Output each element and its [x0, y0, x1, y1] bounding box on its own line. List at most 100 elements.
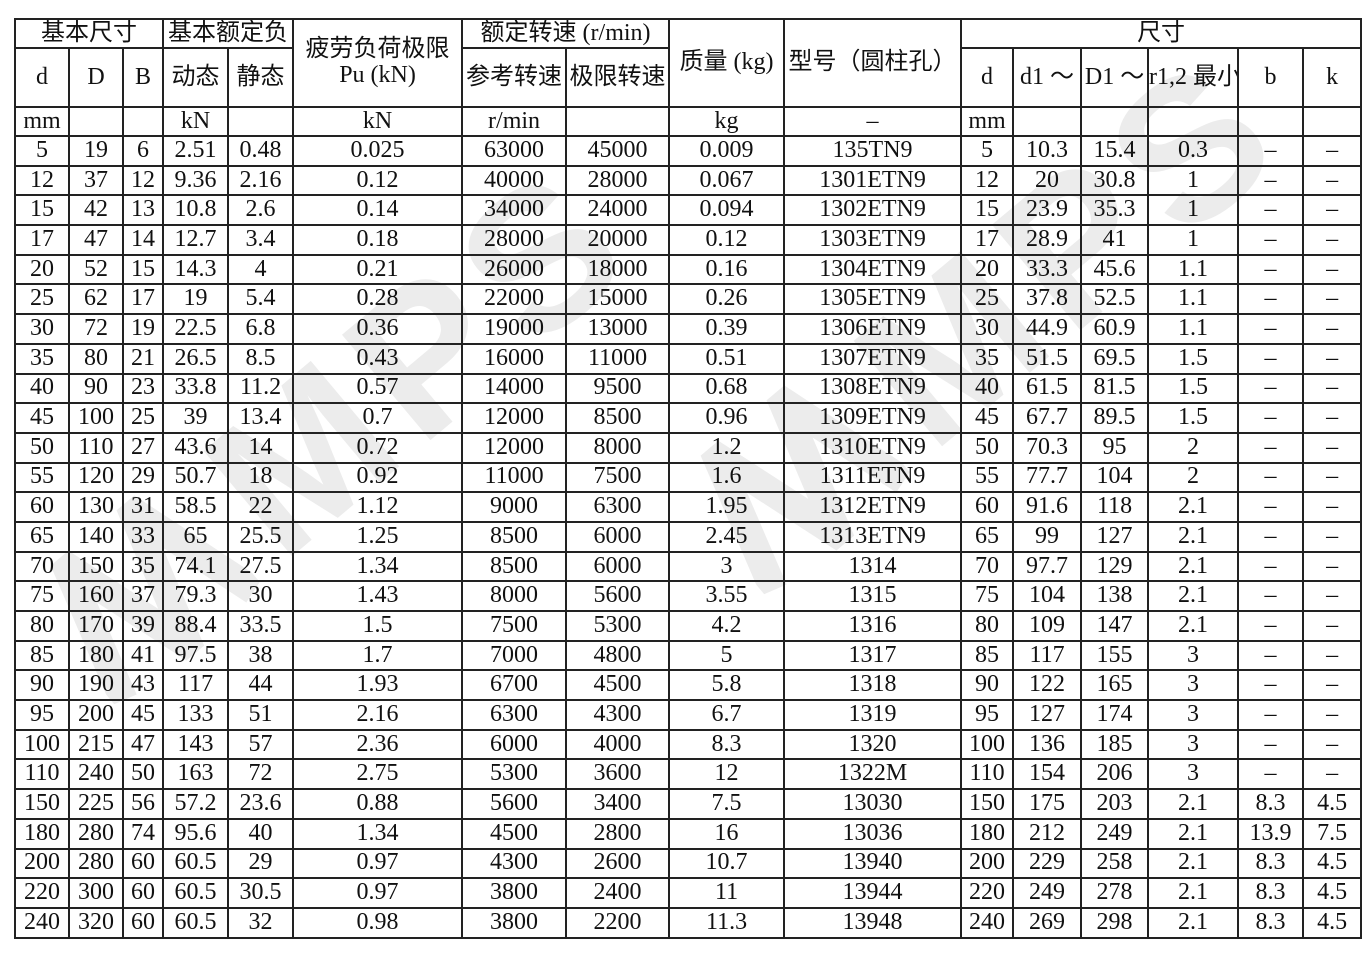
cell-pu: 2.16 — [292, 699, 464, 731]
unit-cell: kN — [162, 106, 230, 137]
cell-r12_min: 2.1 — [1147, 817, 1240, 850]
cell-pu: 1.34 — [292, 817, 464, 850]
cell-d: 90 — [14, 669, 70, 702]
cell-ref_speed: 26000 — [461, 253, 568, 286]
cell-k: – — [1302, 402, 1363, 434]
cell-mass: 0.96 — [668, 402, 786, 434]
cell-pu: 1.25 — [292, 520, 464, 553]
cell-b: 13.9 — [1237, 817, 1305, 850]
cell-D: 300 — [68, 877, 124, 909]
cell-k: – — [1302, 135, 1363, 167]
cell-limit_speed: 4500 — [565, 669, 671, 702]
cell-D: 240 — [68, 758, 124, 791]
cell-D: 100 — [68, 402, 124, 434]
table-row: 110 240 50 163 72 2.75 5300 3600 12 1322M 110 154 20… — [14, 758, 1363, 791]
unit-cell: mm — [960, 106, 1015, 137]
cell-r12_min: 3 — [1147, 669, 1240, 702]
col-header-b: b — [1237, 47, 1305, 108]
unit-cell — [1147, 106, 1240, 137]
cell-d1: 61.5 — [1012, 372, 1083, 405]
cell-limit_speed: 6300 — [565, 491, 671, 523]
cell-static: 3.4 — [227, 224, 295, 256]
unit-cell: kg — [668, 106, 786, 137]
cell-dynamic: 117 — [162, 669, 230, 702]
cell-b: – — [1237, 550, 1305, 583]
col-header-d1: d1 ～ — [1012, 47, 1083, 108]
cell-dynamic: 143 — [162, 728, 230, 761]
cell-ref_speed: 12000 — [461, 402, 568, 434]
cell-d_dim: 200 — [960, 847, 1015, 880]
cell-r12_min: 1.5 — [1147, 372, 1240, 405]
cell-r12_min: 2.1 — [1147, 580, 1240, 612]
cell-static: 8.5 — [227, 342, 295, 375]
cell-mass: 0.12 — [668, 224, 786, 256]
cell-D1: 69.5 — [1080, 342, 1150, 375]
fatigue-limit-line1: 疲劳负荷极限 — [305, 36, 450, 63]
cell-d_dim: 240 — [960, 906, 1015, 939]
cell-mass: 0.26 — [668, 283, 786, 316]
cell-D: 90 — [68, 372, 124, 405]
cell-d: 17 — [14, 224, 70, 256]
col-header-D: D — [68, 47, 124, 108]
table-row: 15 42 13 10.8 2.6 0.14 34000 24000 0.094 1302ETN9… — [14, 194, 1363, 227]
cell-pu: 1.34 — [292, 550, 464, 583]
cell-D1: 30.8 — [1080, 164, 1150, 197]
cell-static: 25.5 — [227, 520, 295, 553]
cell-B: 50 — [121, 758, 165, 791]
cell-B: 74 — [121, 817, 165, 850]
cell-mass: 8.3 — [668, 728, 786, 761]
cell-D: 150 — [68, 550, 124, 583]
cell-dynamic: 79.3 — [162, 580, 230, 612]
cell-r12_min: 1 — [1147, 224, 1240, 256]
unit-cell: – — [783, 106, 963, 137]
cell-model: 1311ETN9 — [783, 461, 963, 494]
cell-mass: 1.6 — [668, 461, 786, 494]
cell-d1: 51.5 — [1012, 342, 1083, 375]
cell-static: 23.6 — [227, 788, 295, 820]
header-model: 型号（圆柱孔） — [783, 18, 963, 108]
bearing-spec-table: 基本尺寸 基本额定负 疲劳负荷极限 Pu (kN) 额定转速 (r/min) 质… — [13, 18, 1363, 939]
cell-k: – — [1302, 313, 1363, 345]
cell-d1: 154 — [1012, 758, 1083, 791]
cell-D: 62 — [68, 283, 124, 316]
cell-mass: 5.8 — [668, 669, 786, 702]
cell-D: 215 — [68, 728, 124, 761]
cell-mass: 0.067 — [668, 164, 786, 197]
cell-D1: 81.5 — [1080, 372, 1150, 405]
cell-static: 22 — [227, 491, 295, 523]
cell-d: 80 — [14, 610, 70, 642]
unit-cell: mm — [14, 106, 70, 137]
header-column-row: d D B 动态 静态 参考转速 极限转速 d d1 ～ D1 ～ r1,2 最… — [14, 47, 1363, 108]
cell-b: – — [1237, 699, 1305, 731]
cell-d_dim: 65 — [960, 520, 1015, 553]
cell-k: – — [1302, 194, 1363, 227]
table-row: 150 225 56 57.2 23.6 0.88 5600 3400 7.5 13030 150 1… — [14, 788, 1363, 820]
cell-static: 30.5 — [227, 877, 295, 909]
cell-limit_speed: 45000 — [565, 135, 671, 167]
col-header-d-dim: d — [960, 47, 1015, 108]
cell-k: – — [1302, 580, 1363, 612]
cell-d_dim: 30 — [960, 313, 1015, 345]
cell-static: 5.4 — [227, 283, 295, 316]
table-row: 75 160 37 79.3 30 1.43 8000 5600 3.55 1315 75 104 13… — [14, 580, 1363, 612]
cell-k: – — [1302, 342, 1363, 375]
cell-D1: 165 — [1080, 669, 1150, 702]
cell-dynamic: 74.1 — [162, 550, 230, 583]
cell-d1: 44.9 — [1012, 313, 1083, 345]
cell-limit_speed: 3600 — [565, 758, 671, 791]
cell-d: 220 — [14, 877, 70, 909]
cell-B: 60 — [121, 847, 165, 880]
cell-ref_speed: 14000 — [461, 372, 568, 405]
cell-d: 30 — [14, 313, 70, 345]
cell-k: – — [1302, 224, 1363, 256]
cell-k: – — [1302, 610, 1363, 642]
cell-limit_speed: 5600 — [565, 580, 671, 612]
cell-D1: 129 — [1080, 550, 1150, 583]
cell-D1: 203 — [1080, 788, 1150, 820]
cell-mass: 1.95 — [668, 491, 786, 523]
cell-model: 135TN9 — [783, 135, 963, 167]
cell-mass: 12 — [668, 758, 786, 791]
cell-b: – — [1237, 253, 1305, 286]
cell-model: 13944 — [783, 877, 963, 909]
cell-d1: 97.7 — [1012, 550, 1083, 583]
